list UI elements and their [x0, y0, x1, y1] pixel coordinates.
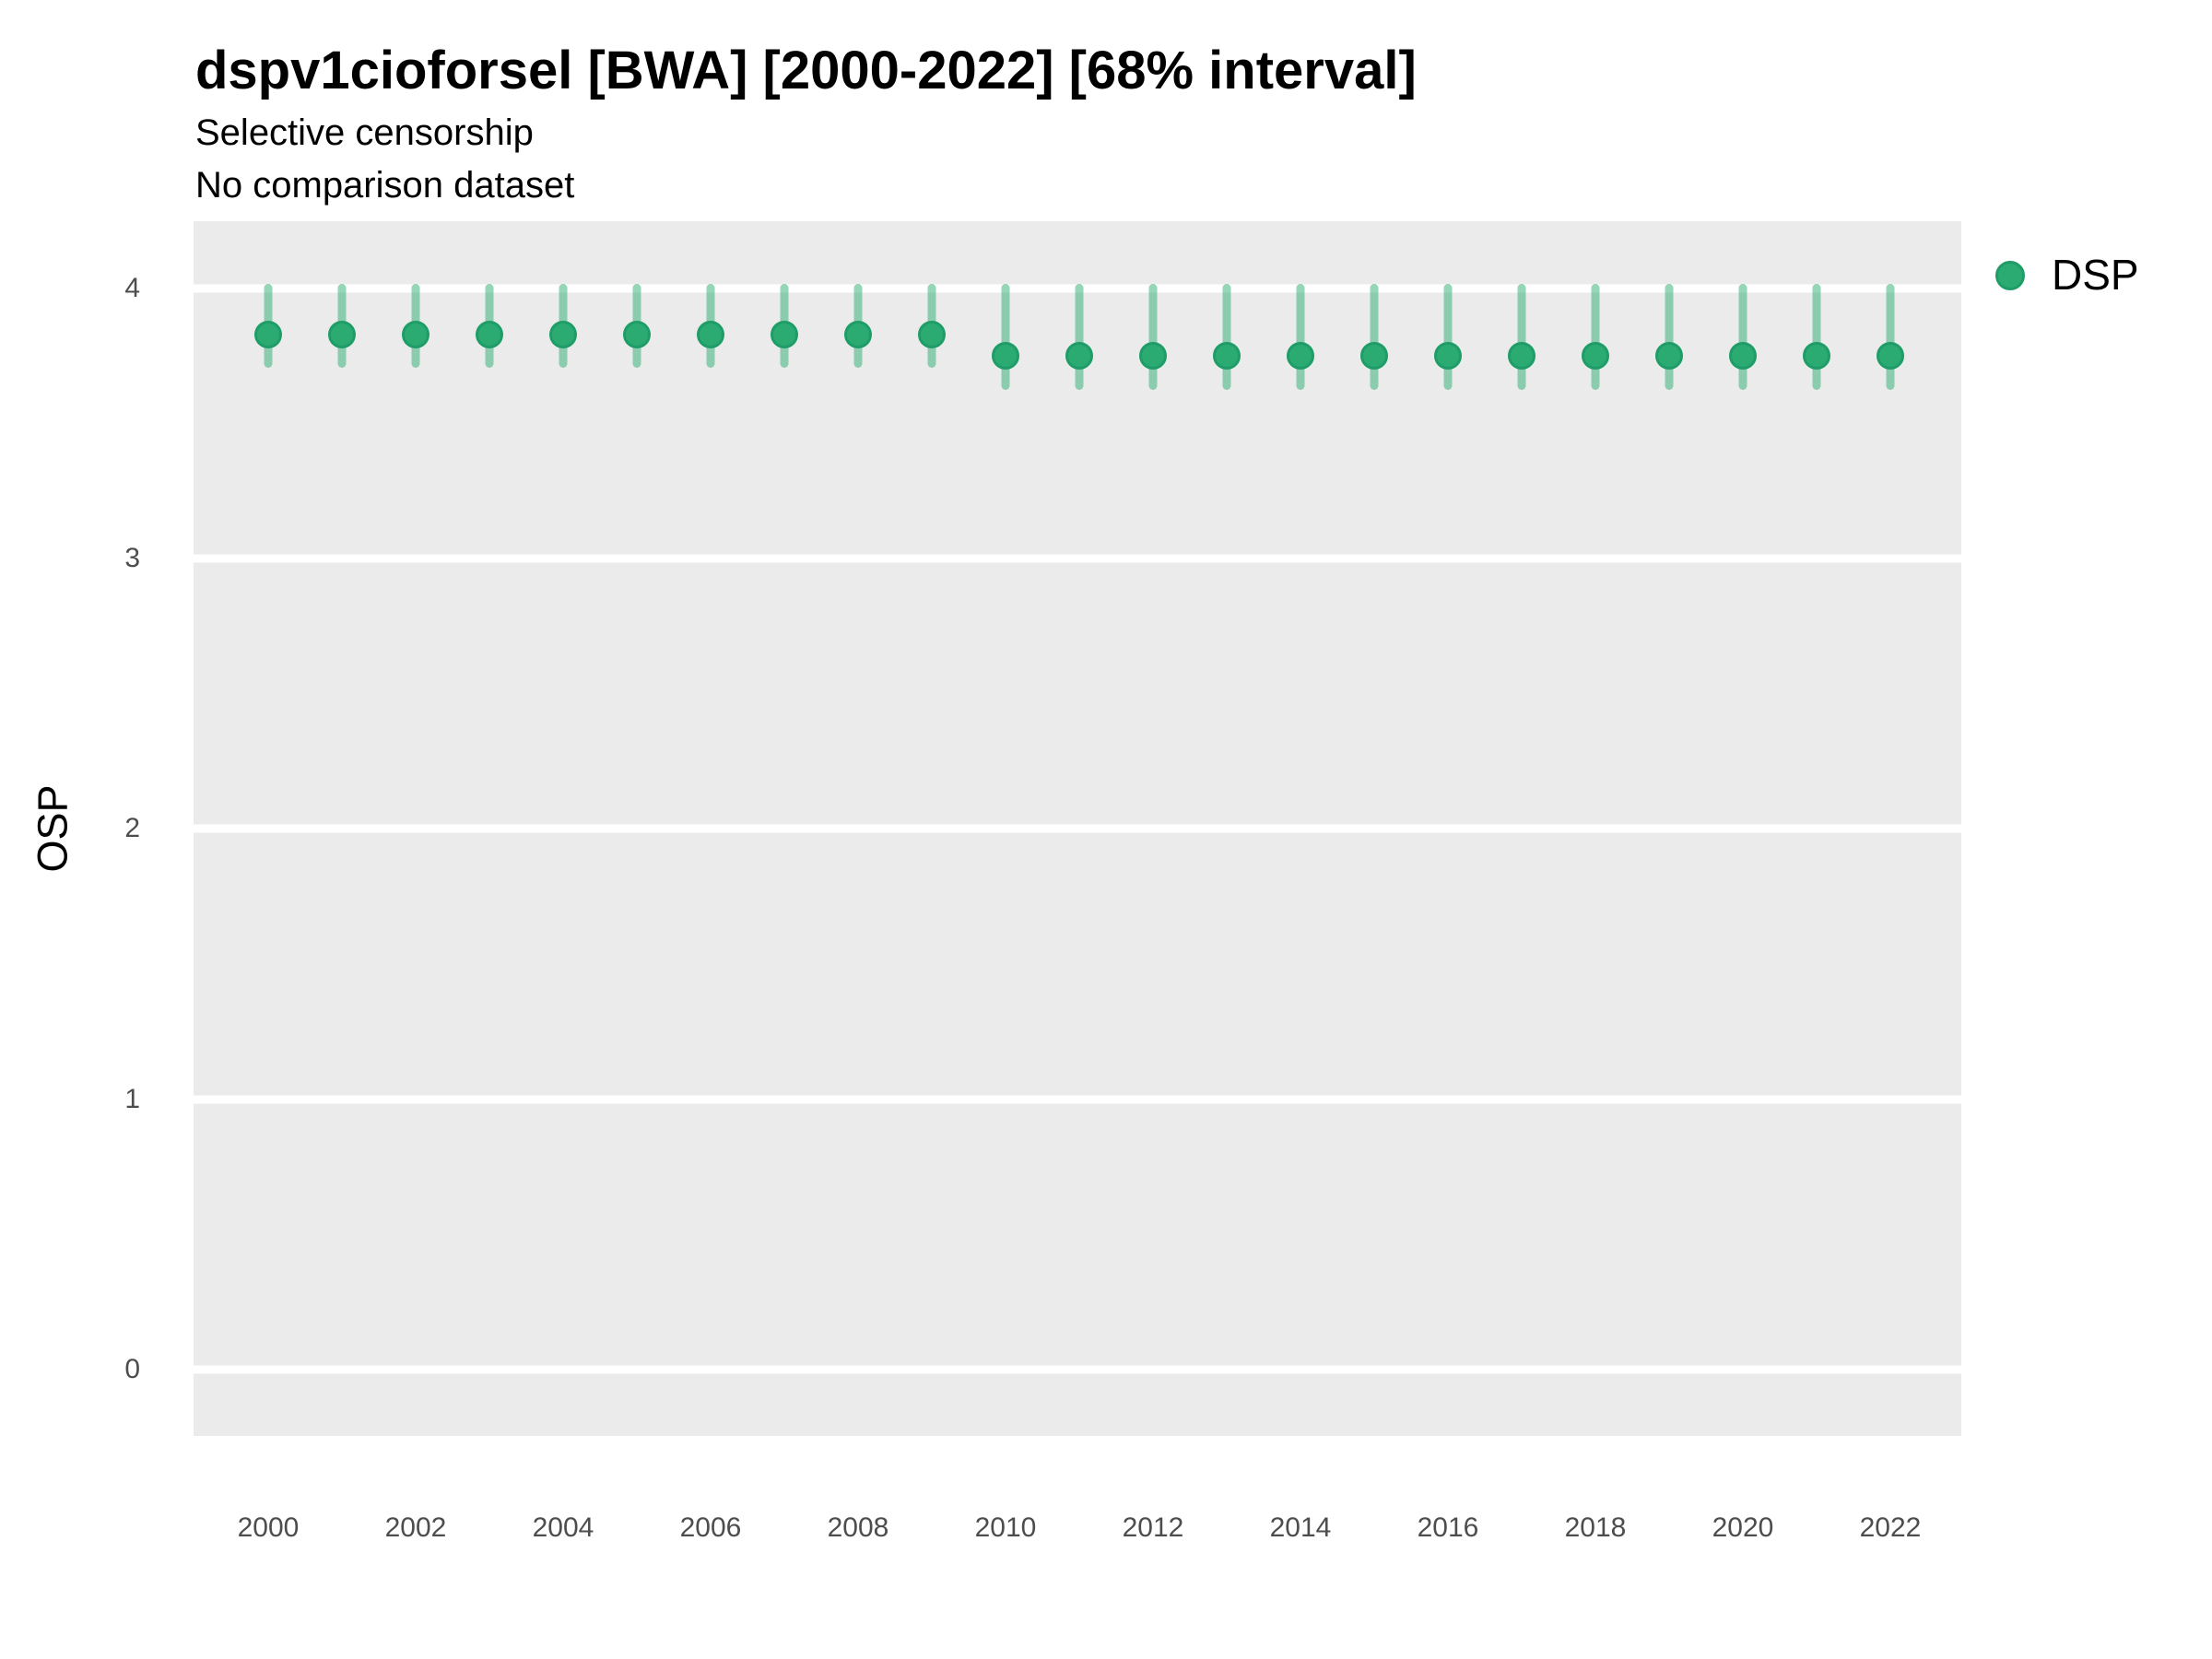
plot-panel — [194, 221, 1961, 1436]
chart-title: dspv1cioforsel [BWA] [2000-2022] [68% in… — [195, 41, 1417, 100]
x-tick-label-2016: 2016 — [1417, 1512, 1479, 1543]
interval-bar-2011 — [1075, 284, 1084, 390]
interval-bar-2012 — [1148, 284, 1158, 390]
x-tick-label-2006: 2006 — [679, 1512, 742, 1543]
y-tick-label-1: 1 — [124, 1083, 140, 1114]
x-tick-label-2010: 2010 — [974, 1512, 1037, 1543]
interval-bar-2022 — [1886, 284, 1895, 390]
data-point-2005 — [623, 320, 651, 348]
y-tick-label-4: 4 — [124, 272, 140, 303]
data-point-2014 — [1287, 342, 1314, 371]
y-gridline-2 — [194, 824, 1961, 833]
data-point-2015 — [1360, 342, 1388, 371]
y-gridline-3 — [194, 554, 1961, 563]
data-point-2000 — [254, 320, 282, 348]
data-point-2016 — [1434, 342, 1462, 371]
interval-bar-2020 — [1738, 284, 1747, 390]
interval-bar-2014 — [1296, 284, 1305, 390]
y-gridline-1 — [194, 1095, 1961, 1104]
data-point-2012 — [1139, 342, 1167, 371]
data-point-2020 — [1729, 342, 1757, 371]
data-point-2004 — [549, 320, 577, 348]
interval-bar-2016 — [1443, 284, 1453, 390]
data-point-2009 — [918, 320, 946, 348]
y-tick-label-0: 0 — [124, 1354, 140, 1385]
interval-bar-2018 — [1591, 284, 1600, 390]
data-point-2022 — [1877, 342, 1904, 371]
chart-subtitle-line1: Selective censorship — [195, 112, 534, 153]
interval-bar-2015 — [1370, 284, 1379, 390]
data-point-2002 — [402, 320, 429, 348]
x-tick-label-2018: 2018 — [1564, 1512, 1627, 1543]
data-point-2003 — [476, 320, 503, 348]
data-point-2019 — [1655, 342, 1683, 371]
data-point-2007 — [771, 320, 798, 348]
interval-bar-2017 — [1517, 284, 1526, 390]
x-tick-label-2020: 2020 — [1712, 1512, 1774, 1543]
data-point-2001 — [328, 320, 356, 348]
y-tick-label-2: 2 — [124, 813, 140, 844]
x-tick-label-2014: 2014 — [1269, 1512, 1332, 1543]
y-tick-label-3: 3 — [124, 543, 140, 574]
x-tick-label-2004: 2004 — [532, 1512, 594, 1543]
x-tick-label-2012: 2012 — [1122, 1512, 1184, 1543]
x-tick-label-2000: 2000 — [237, 1512, 300, 1543]
data-point-2018 — [1582, 342, 1609, 371]
x-tick-label-2008: 2008 — [827, 1512, 889, 1543]
data-point-2008 — [844, 320, 872, 348]
data-point-2013 — [1213, 342, 1241, 371]
interval-bar-2013 — [1222, 284, 1231, 390]
x-tick-label-2002: 2002 — [384, 1512, 447, 1543]
data-point-2010 — [992, 342, 1019, 371]
x-tick-label-2022: 2022 — [1859, 1512, 1922, 1543]
y-axis-title: OSP — [29, 784, 76, 873]
data-point-2021 — [1803, 342, 1830, 371]
chart-subtitle-line2: No comparison dataset — [195, 165, 575, 206]
interval-bar-2021 — [1812, 284, 1821, 390]
legend-label: DSP — [2052, 251, 2139, 300]
y-gridline-0 — [194, 1365, 1961, 1374]
interval-bar-2019 — [1665, 284, 1674, 390]
data-point-2011 — [1065, 342, 1093, 371]
data-point-2017 — [1508, 342, 1535, 371]
interval-bar-2010 — [1001, 284, 1010, 390]
data-point-2006 — [697, 320, 724, 348]
legend-point-swatch — [1995, 261, 2025, 290]
